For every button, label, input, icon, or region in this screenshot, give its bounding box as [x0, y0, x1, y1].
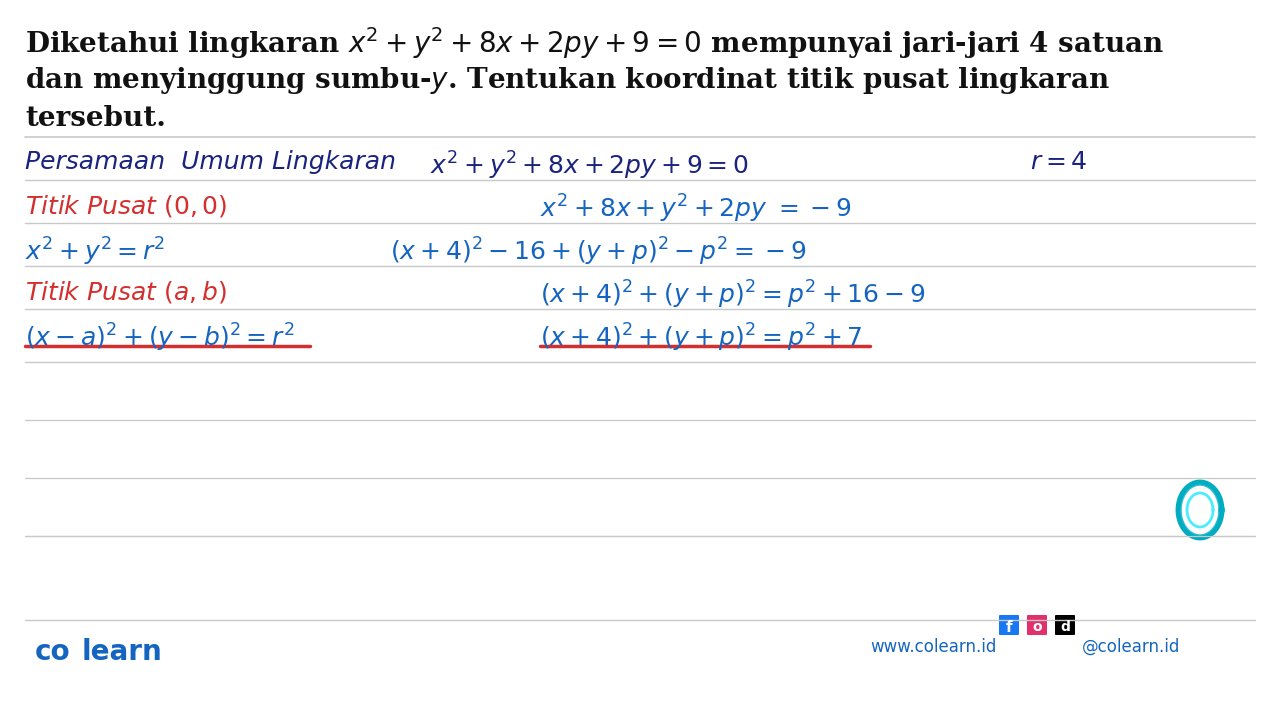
- FancyBboxPatch shape: [1055, 615, 1075, 635]
- Text: tersebut.: tersebut.: [26, 105, 166, 132]
- Text: o: o: [1032, 620, 1042, 634]
- Text: $(x+4)^2+(y+p)^2=p^2+7$: $(x+4)^2+(y+p)^2=p^2+7$: [540, 322, 863, 354]
- Text: co: co: [35, 638, 70, 666]
- Text: $(x+4)^2+(y+p)^2=p^2+16-9$: $(x+4)^2+(y+p)^2=p^2+16-9$: [540, 279, 925, 311]
- Text: www.colearn.id: www.colearn.id: [870, 638, 996, 656]
- Text: $x^2+y^2=r^2$: $x^2+y^2=r^2$: [26, 236, 165, 268]
- Text: learn: learn: [82, 638, 163, 666]
- Text: @colearn.id: @colearn.id: [1082, 638, 1180, 656]
- Text: Persamaan  Umum Lingkaran: Persamaan Umum Lingkaran: [26, 150, 396, 174]
- Text: $x^2+y^2 + 8x+2py+9=0$: $x^2+y^2 + 8x+2py+9=0$: [430, 150, 749, 182]
- Text: $r = 4$: $r = 4$: [1030, 150, 1088, 174]
- Text: $(x-a)^2+(y-b)^2=r^2$: $(x-a)^2+(y-b)^2=r^2$: [26, 322, 294, 354]
- Text: d: d: [1060, 620, 1070, 634]
- Text: Titik Pusat $(a,b)$: Titik Pusat $(a,b)$: [26, 279, 227, 305]
- Text: $x^2+8x + y^2+2py\ =-9$: $x^2+8x + y^2+2py\ =-9$: [540, 193, 851, 225]
- FancyBboxPatch shape: [1027, 615, 1047, 635]
- Text: $(x+4)^2-16+(y+p)^2-p^2=-9$: $(x+4)^2-16+(y+p)^2-p^2=-9$: [390, 236, 806, 268]
- Text: Titik Pusat $(0,0)$: Titik Pusat $(0,0)$: [26, 193, 228, 219]
- FancyBboxPatch shape: [998, 615, 1019, 635]
- Text: Diketahui lingkaran $x^2+y^2+8x+2py+9=0$ mempunyai jari-jari 4 satuan: Diketahui lingkaran $x^2+y^2+8x+2py+9=0$…: [26, 25, 1164, 61]
- Text: dan menyinggung sumbu-$y$. Tentukan koordinat titik pusat lingkaran: dan menyinggung sumbu-$y$. Tentukan koor…: [26, 65, 1110, 96]
- Text: f: f: [1006, 620, 1012, 635]
